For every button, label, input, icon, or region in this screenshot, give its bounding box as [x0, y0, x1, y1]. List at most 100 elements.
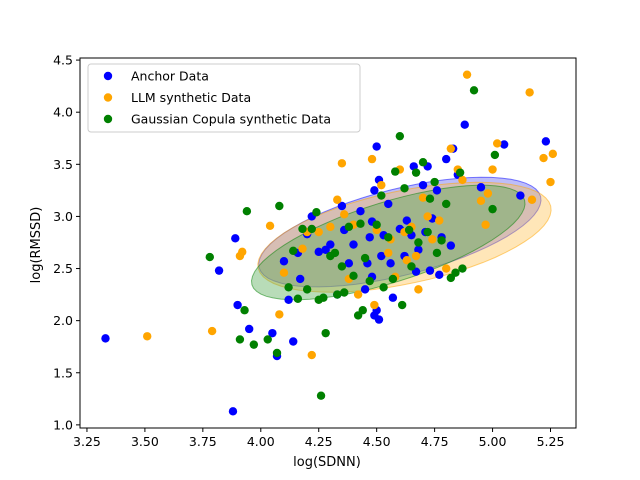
point-series-1: [143, 332, 152, 341]
point-series-1: [539, 153, 548, 163]
point-series-0: [435, 270, 444, 279]
point-series-2: [430, 177, 439, 187]
point-series-0: [516, 191, 525, 200]
point-series-2: [321, 328, 330, 338]
point-series-1: [238, 247, 247, 257]
point-series-0: [460, 120, 469, 129]
point-series-0: [370, 186, 379, 195]
point-series-2: [298, 224, 307, 234]
x-tick-label: 4.50: [363, 434, 391, 449]
point-series-1: [333, 195, 342, 204]
point-series-1: [492, 139, 502, 148]
point-series-2: [249, 340, 259, 349]
point-series-1: [402, 255, 412, 265]
y-tick-label: 4.0: [53, 105, 73, 120]
point-series-0: [244, 324, 254, 334]
point-series-2: [349, 271, 358, 281]
point-series-0: [233, 300, 242, 310]
point-series-0: [214, 266, 224, 275]
point-series-0: [446, 241, 456, 250]
point-series-2: [272, 348, 282, 358]
point-series-2: [397, 300, 407, 310]
point-series-2: [344, 222, 354, 232]
y-tick-label: 2.5: [53, 261, 73, 276]
point-series-2: [418, 158, 428, 167]
point-series-2: [356, 219, 365, 228]
point-series-0: [442, 154, 451, 164]
point-series-1: [428, 235, 437, 244]
point-series-2: [437, 236, 446, 245]
legend: Anchor Data LLM synthetic Data Gaussian Co…: [87, 63, 361, 133]
point-series-1: [307, 350, 316, 360]
point-series-2: [425, 194, 435, 203]
x-tick-label: 3.75: [189, 434, 217, 449]
point-series-2: [432, 248, 442, 258]
legend-label: LLM synthetic Data: [131, 90, 251, 105]
point-series-0: [432, 186, 442, 195]
point-series-1: [546, 177, 555, 187]
point-series-2: [379, 283, 388, 292]
point-series-1: [525, 88, 534, 97]
x-tick-label: 4.25: [305, 434, 333, 449]
point-series-1: [418, 193, 428, 202]
point-series-2: [365, 276, 374, 286]
point-series-0: [402, 216, 412, 225]
y-tick-label: 3.0: [53, 209, 73, 224]
point-series-1: [314, 227, 323, 237]
point-series-2: [458, 264, 467, 273]
point-series-2: [384, 233, 393, 242]
point-series-2: [263, 335, 272, 344]
point-series-0: [370, 311, 379, 320]
legend-box: [87, 63, 361, 133]
point-series-1: [481, 220, 490, 229]
y-tick-label: 1.5: [53, 365, 73, 380]
point-series-2: [451, 268, 460, 277]
data-points: [101, 70, 558, 416]
point-series-1: [377, 180, 386, 190]
point-series-2: [316, 391, 326, 400]
point-series-0: [101, 334, 110, 343]
point-series-1: [265, 221, 275, 231]
y-tick-label: 2.0: [53, 313, 73, 328]
y-tick-label: 3.5: [53, 157, 73, 172]
point-series-0: [349, 240, 358, 249]
x-tick-label: 5.25: [537, 434, 565, 449]
point-series-1: [384, 248, 393, 258]
point-series-2: [490, 150, 500, 160]
point-series-2: [293, 294, 303, 303]
point-series-0: [356, 207, 365, 216]
point-series-1: [207, 326, 217, 336]
y-tick-label: 1.0: [53, 417, 73, 432]
point-series-2: [360, 253, 370, 263]
point-series-0: [360, 285, 370, 294]
point-series-0: [289, 337, 298, 346]
point-series-0: [279, 257, 289, 266]
point-series-0: [386, 259, 395, 268]
point-series-2: [400, 184, 409, 193]
point-series-2: [411, 168, 421, 177]
point-series-2: [319, 293, 328, 302]
point-series-1: [275, 310, 284, 319]
point-series-0: [418, 180, 428, 190]
point-series-2: [240, 306, 249, 315]
confidence-ellipses: [250, 176, 552, 301]
point-series-2: [423, 227, 432, 237]
point-series-2: [242, 207, 252, 216]
point-series-1: [367, 154, 377, 164]
point-series-1: [435, 216, 444, 225]
legend-label: Gaussian Copula synthetic Data: [131, 112, 331, 127]
point-series-0: [295, 274, 305, 284]
point-series-2: [333, 290, 342, 299]
point-series-2: [284, 283, 293, 292]
y-axis-label: log(RMSSD): [29, 207, 44, 284]
point-series-2: [407, 262, 416, 271]
point-series-2: [469, 86, 479, 95]
point-series-2: [442, 199, 451, 209]
point-series-2: [330, 248, 340, 258]
point-series-0: [425, 266, 435, 275]
point-series-0: [377, 251, 386, 261]
point-series-0: [268, 328, 277, 338]
point-series-2: [395, 131, 405, 141]
x-tick-label: 3.50: [131, 434, 159, 449]
point-series-2: [289, 246, 298, 256]
